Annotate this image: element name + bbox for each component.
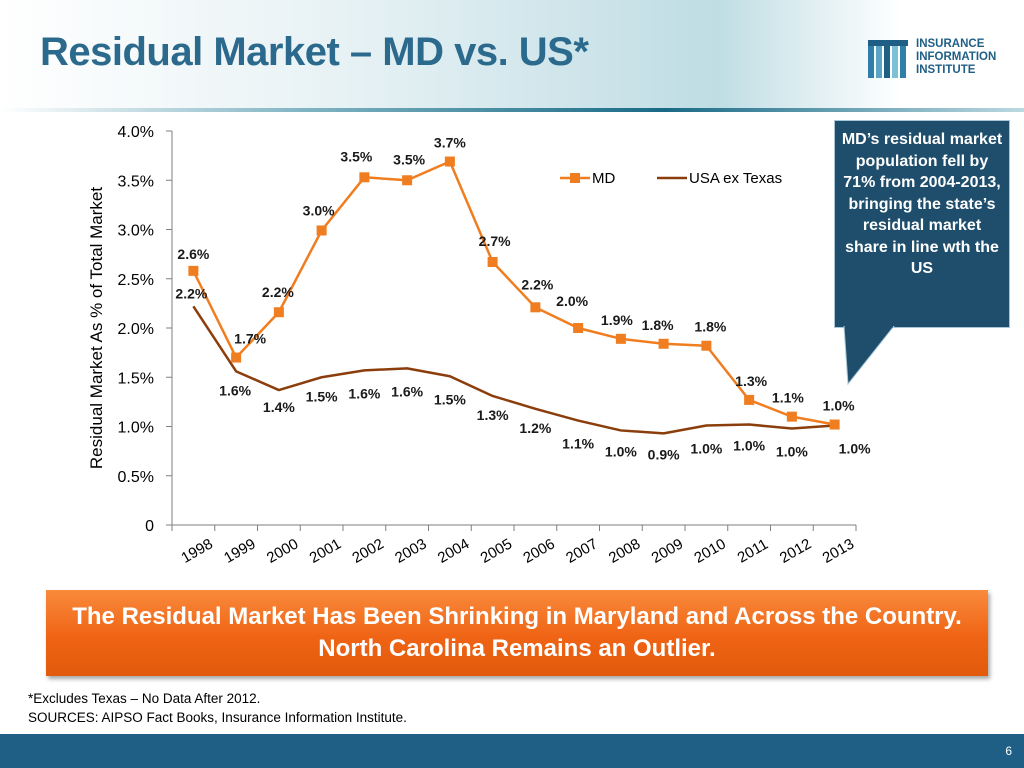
- logo-line: INSTITUTE: [916, 64, 976, 76]
- md-data-point: [487, 257, 498, 268]
- x-tick-label: 2004: [435, 535, 472, 566]
- x-tick-label: 1998: [178, 535, 215, 566]
- y-axis-title: Residual Market As % of Total Market: [87, 187, 106, 469]
- y-tick-label: 0.5%: [118, 469, 154, 486]
- x-tick-label: 2007: [563, 535, 600, 566]
- md-data-label: 1.9%: [601, 312, 633, 328]
- logo-icon: [868, 40, 908, 78]
- x-tick-label: 2005: [478, 535, 515, 566]
- y-tick-label: 4.0%: [118, 124, 154, 141]
- usa-ex-texas-data-label: 1.5%: [434, 391, 466, 407]
- usa-ex-texas-data-label: 1.5%: [306, 388, 338, 404]
- x-tick-label: 2001: [307, 535, 344, 566]
- logo-line: INSURANCE: [916, 38, 985, 50]
- md-data-point: [573, 323, 584, 333]
- y-tick-label: 3.0%: [118, 223, 154, 240]
- y-tick-label: 0: [145, 518, 154, 535]
- md-data-label: 1.1%: [772, 390, 804, 406]
- footer-bar: 6: [0, 734, 1024, 768]
- md-data-point: [359, 172, 370, 183]
- md-data-point: [744, 394, 755, 405]
- usa-ex-texas-data-label: 1.2%: [519, 420, 551, 436]
- md-data-point: [188, 265, 199, 276]
- x-tick-label: 2006: [520, 535, 557, 566]
- footnote-text: *Excludes Texas – No Data After 2012.: [28, 691, 261, 706]
- md-data-point: [786, 411, 797, 422]
- md-data-point: [231, 352, 242, 363]
- usa-ex-texas-data-label: 1.0%: [690, 441, 722, 457]
- md-data-point: [615, 333, 626, 344]
- legend-md-marker: [570, 173, 580, 183]
- header-divider: [0, 108, 1024, 112]
- usa-ex-texas-data-label: 1.0%: [605, 443, 637, 459]
- md-data-label: 3.5%: [393, 151, 425, 167]
- x-tick-label: 2009: [649, 535, 686, 566]
- md-data-point: [701, 340, 712, 351]
- residual-market-chart: 0 0.5% 1.0% 1.5% 2.0% 2.5% 3.0% 3.5% 4.0% 1998 199…: [87, 124, 871, 567]
- x-tick-label: 2013: [820, 535, 857, 566]
- usa-ex-texas-data-label: 1.6%: [391, 383, 423, 399]
- md-data-label: 1.8%: [694, 319, 726, 335]
- x-tick-label: 2012: [777, 535, 814, 566]
- usa-ex-texas-data-label: 1.6%: [219, 382, 251, 398]
- x-tick-label: 2008: [606, 535, 643, 566]
- usa-ex-texas-data-label: 1.0%: [733, 438, 765, 454]
- x-tick-label: 2000: [264, 535, 301, 566]
- md-data-point: [444, 156, 455, 167]
- md-data-label: 1.0%: [823, 398, 855, 414]
- y-tick-label: 2.5%: [118, 272, 154, 289]
- sources-text: SOURCES: AIPSO Fact Books, Insurance Inf…: [28, 710, 407, 725]
- md-data-label: 1.3%: [735, 373, 767, 389]
- md-data-label: 3.5%: [340, 148, 372, 164]
- usa-ex-texas-data-label: 1.0%: [776, 443, 808, 459]
- md-data-label: 2.0%: [556, 293, 588, 309]
- md-data-point: [316, 225, 327, 236]
- y-tick-label: 1.5%: [118, 370, 154, 387]
- page-number: 6: [1005, 744, 1012, 758]
- x-tick-label: 2003: [392, 535, 429, 566]
- usa-ex-texas-data-label: 1.1%: [562, 436, 594, 452]
- usa-ex-texas-data-label: 1.6%: [348, 385, 380, 401]
- y-tick-label: 1.0%: [118, 420, 154, 437]
- callout-box: MD’s residual market population fell by …: [834, 120, 1010, 328]
- x-tick-label: 1999: [221, 535, 258, 566]
- md-data-point: [402, 175, 413, 186]
- md-data-point: [829, 419, 840, 430]
- md-data-label: 1.8%: [642, 317, 674, 333]
- usa-ex-texas-data-label: 1.3%: [477, 407, 509, 423]
- md-data-label: 2.2%: [262, 284, 294, 300]
- x-tick-label: 2010: [691, 535, 728, 566]
- md-data-point: [530, 302, 541, 313]
- y-tick-label: 3.5%: [118, 173, 154, 190]
- conclusion-banner: The Residual Market Has Been Shrinking i…: [46, 590, 988, 676]
- usa-ex-texas-data-label: 0.9%: [648, 446, 680, 462]
- callout-tail: [843, 326, 895, 386]
- logo-line: INFORMATION: [916, 51, 997, 63]
- md-data-label: 3.0%: [303, 202, 335, 218]
- legend-usa-ex-texas-label: USA ex Texas: [689, 170, 782, 187]
- legend-md-label: MD: [592, 170, 615, 187]
- logo-text: INSURANCE INFORMATION INSTITUTE: [916, 38, 996, 77]
- x-tick-label: 2011: [735, 536, 771, 567]
- y-tick-label: 2.0%: [118, 321, 154, 338]
- md-data-label: 2.7%: [479, 233, 511, 249]
- usa-ex-texas-data-label: 2.2%: [175, 285, 207, 301]
- usa-ex-texas-series-line: [192, 305, 835, 435]
- footnote: *Excludes Texas – No Data After 2012. SO…: [28, 689, 407, 727]
- md-data-point: [658, 338, 669, 349]
- md-data-label: 3.7%: [434, 135, 466, 151]
- usa-ex-texas-data-label: 1.0%: [839, 441, 871, 457]
- header-band: [0, 0, 1024, 112]
- insurance-information-institute-logo: INSURANCE INFORMATION INSTITUTE: [868, 38, 1018, 80]
- md-data-label: 1.7%: [234, 331, 266, 347]
- usa-ex-texas-data-label: 1.4%: [263, 399, 295, 415]
- md-data-point: [273, 307, 284, 318]
- md-data-label: 2.2%: [521, 276, 553, 292]
- page-title: Residual Market – MD vs. US*: [40, 30, 589, 74]
- x-tick-label: 2002: [349, 535, 386, 566]
- md-data-label: 2.6%: [177, 246, 209, 262]
- md-series-line: [192, 160, 835, 426]
